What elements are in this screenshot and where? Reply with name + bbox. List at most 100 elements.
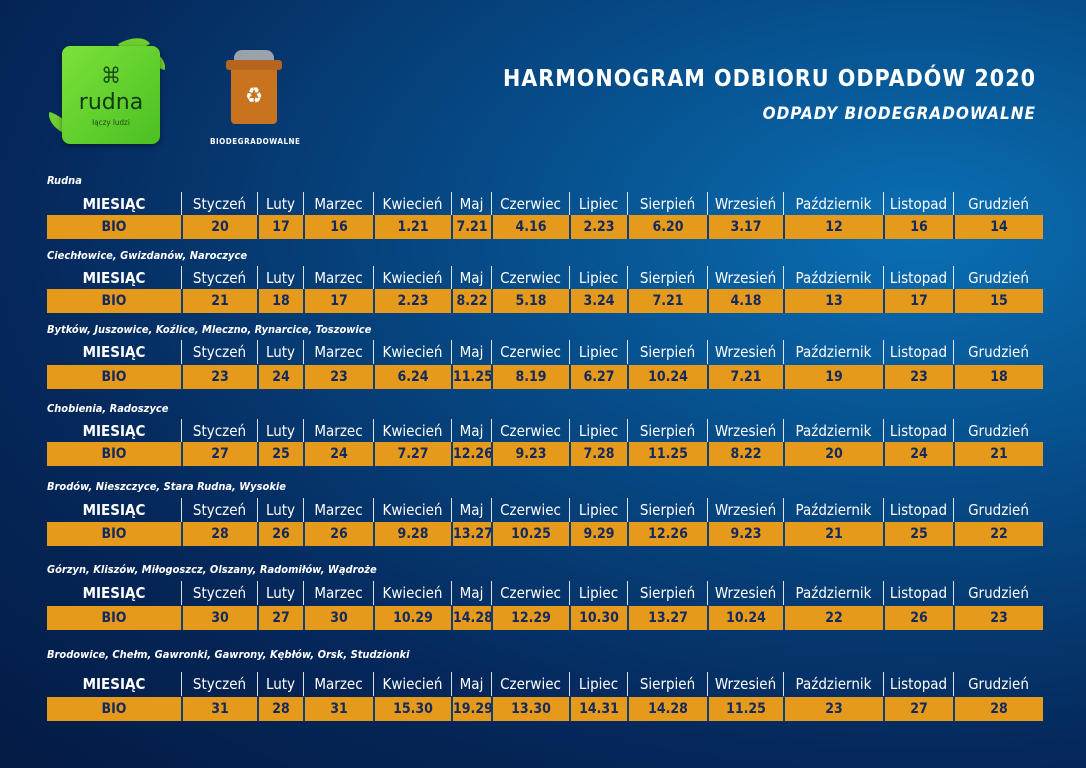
month-header-cell: Listopad	[883, 419, 953, 443]
month-header-cell: Maj	[451, 419, 491, 443]
pickup-date-cell: 10.24	[627, 365, 707, 389]
month-header-cell: Maj	[451, 192, 491, 216]
pickup-date-cell: 9.29	[569, 522, 627, 546]
pickup-date-cell: 3.17	[707, 215, 783, 239]
month-header-cell: Lipiec	[569, 498, 627, 522]
bio-row-label: BIO	[101, 526, 127, 542]
month-header-cell: Czerwiec	[491, 498, 569, 522]
month-header-cell: Kwiecień	[373, 419, 451, 443]
month-column-label: MIESIĄC	[82, 269, 146, 287]
month-header-cell: Czerwiec	[491, 266, 569, 290]
month-header-cell: Listopad	[883, 192, 953, 216]
bio-dates-row: BIO 20 17 16 1.21 7.21 4.16 2.23 6.20 3.17 12 16 14	[47, 215, 1043, 239]
pickup-date-cell: 24	[257, 365, 303, 389]
month-header-cell: Maj	[451, 581, 491, 605]
month-header-cell: Luty	[257, 498, 303, 522]
pickup-date-cell: 23	[953, 606, 1043, 630]
pickup-date-cell: 16	[303, 215, 373, 239]
pickup-date-cell: 14	[953, 215, 1043, 239]
logo-name: rudna	[78, 90, 144, 115]
month-header-cell: Lipiec	[569, 672, 627, 696]
month-column-label: MIESIĄC	[82, 422, 146, 440]
month-header-row: MIESIĄC Styczeń Luty Marzec Kwiecień Maj Czerw…	[47, 192, 1043, 216]
bio-row-label: BIO	[101, 219, 127, 235]
month-header-cell: Sierpień	[627, 672, 707, 696]
month-header-cell: Sierpień	[627, 581, 707, 605]
page-title: HARMONOGRAM ODBIORU ODPADÓW 2020	[502, 66, 1036, 92]
pickup-date-cell: 20	[783, 442, 883, 466]
pickup-date-cell: 16	[883, 215, 953, 239]
pickup-date-cell: 22	[953, 522, 1043, 546]
pickup-date-cell: 30	[303, 606, 373, 630]
pickup-date-cell: 17	[883, 289, 953, 313]
month-header-cell: Styczeń	[181, 340, 257, 364]
bio-row-label: BIO	[101, 610, 127, 626]
pickup-date-cell: 12.26	[627, 522, 707, 546]
location-label: Chobienia, Radoszyce	[47, 402, 169, 415]
month-header-row: MIESIĄC Styczeń Luty Marzec Kwiecień Maj Czerw…	[47, 419, 1043, 443]
pickup-date-cell: 6.20	[627, 215, 707, 239]
month-header-cell: Sierpień	[627, 419, 707, 443]
pickup-date-cell: 15	[953, 289, 1043, 313]
month-header-cell: Wrzesień	[707, 672, 783, 696]
pickup-date-cell: 13.27	[451, 522, 493, 546]
month-header-cell: Luty	[257, 581, 303, 605]
pickup-date-cell: 30	[181, 606, 257, 630]
month-header-cell: Listopad	[883, 340, 953, 364]
month-header-cell: Sierpień	[627, 266, 707, 290]
pickup-date-cell: 26	[257, 522, 303, 546]
month-header-cell: Marzec	[303, 419, 373, 443]
pickup-date-cell: 7.21	[707, 365, 783, 389]
pickup-date-cell: 12.29	[491, 606, 569, 630]
month-header-cell: Styczeń	[181, 192, 257, 216]
month-header-cell: Październik	[783, 266, 883, 290]
month-header-cell: Grudzień	[953, 266, 1043, 290]
pickup-date-cell: 11.25	[707, 697, 783, 721]
pickup-date-cell: 12	[783, 215, 883, 239]
location-label: Brodów, Nieszczyce, Stara Rudna, Wysokie	[47, 480, 286, 493]
month-header-row: MIESIĄC Styczeń Luty Marzec Kwiecień Maj Czerw…	[47, 340, 1043, 364]
month-header-cell: Listopad	[883, 672, 953, 696]
location-label: Ciechłowice, Gwizdanów, Naroczyce	[47, 249, 248, 262]
pickup-date-cell: 6.24	[373, 365, 451, 389]
pickup-date-cell: 24	[883, 442, 953, 466]
month-header-cell: Lipiec	[569, 581, 627, 605]
month-header-cell: Październik	[783, 498, 883, 522]
pickup-date-cell: 14.31	[569, 697, 627, 721]
logo-tagline: łączy ludzi	[92, 118, 130, 127]
bio-dates-row: BIO 27 25 24 7.27 12.26 9.23 7.28 11.25 8.22 20 24 2…	[47, 442, 1043, 466]
pickup-date-cell: 9.23	[707, 522, 783, 546]
month-header-cell: Listopad	[883, 266, 953, 290]
month-header-cell: Grudzień	[953, 672, 1043, 696]
month-header-cell: Czerwiec	[491, 581, 569, 605]
recycling-bin-icon: ♻	[226, 50, 282, 126]
pickup-date-cell: 26	[303, 522, 373, 546]
pickup-date-cell: 7.28	[569, 442, 627, 466]
bio-row-label: BIO	[101, 293, 127, 309]
month-column-label: MIESIĄC	[82, 675, 146, 693]
pickup-date-cell: 31	[303, 697, 373, 721]
pickup-date-cell: 23	[303, 365, 373, 389]
pickup-date-cell: 13.30	[491, 697, 569, 721]
pickup-date-cell: 24	[303, 442, 373, 466]
pickup-date-cell: 25	[257, 442, 303, 466]
month-header-cell: Luty	[257, 419, 303, 443]
bio-dates-row: BIO 21 18 17 2.23 8.22 5.18 3.24 7.21 4.18 13 17 15	[47, 289, 1043, 313]
month-header-cell: Październik	[783, 581, 883, 605]
pickup-date-cell: 10.24	[707, 606, 783, 630]
rudna-knot-icon: ⌘	[101, 64, 121, 89]
month-header-cell: Lipiec	[569, 266, 627, 290]
pickup-date-cell: 11.25	[451, 365, 493, 389]
pickup-date-cell: 17	[257, 215, 303, 239]
month-header-cell: Listopad	[883, 498, 953, 522]
month-header-cell: Kwiecień	[373, 672, 451, 696]
month-header-row: MIESIĄC Styczeń Luty Marzec Kwiecień Maj Czerw…	[47, 266, 1043, 290]
pickup-date-cell: 2.23	[569, 215, 627, 239]
pickup-date-cell: 23	[783, 697, 883, 721]
month-header-cell: Kwiecień	[373, 340, 451, 364]
pickup-date-cell: 18	[953, 365, 1043, 389]
month-header-cell: Wrzesień	[707, 266, 783, 290]
location-label: Bytków, Juszowice, Koźlice, Mleczno, Ryn…	[47, 323, 372, 336]
month-header-cell: Lipiec	[569, 419, 627, 443]
pickup-date-cell: 6.27	[569, 365, 627, 389]
